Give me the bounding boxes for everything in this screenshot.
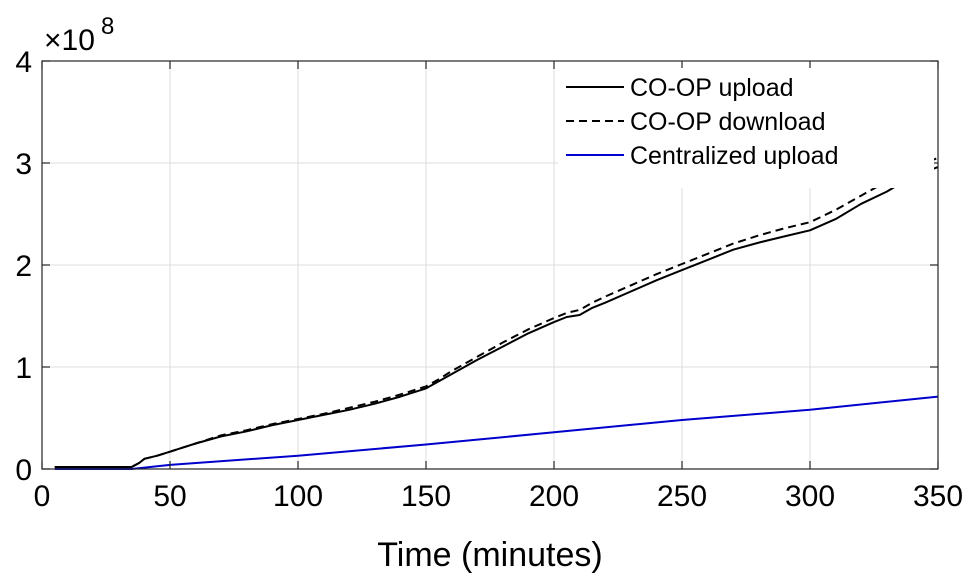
- legend-label-co-op-upload: CO-OP upload: [630, 74, 794, 102]
- series-line-co-op-download: [54, 156, 939, 468]
- y-tick-label: 1: [15, 352, 32, 385]
- x-tick-label: 0: [34, 480, 51, 513]
- legend-label-centralized-upload: Centralized upload: [630, 142, 838, 170]
- x-tick-labels: 0 50 100 150 200 250 300 350: [34, 480, 963, 513]
- y-tick-label: 3: [15, 148, 32, 181]
- x-tick-label: 250: [657, 480, 707, 513]
- x-tick-label: 100: [273, 480, 323, 513]
- y-multiplier-base: ×10: [44, 24, 95, 57]
- x-tick-label: 150: [401, 480, 451, 513]
- y-tick-label: 4: [15, 46, 32, 79]
- axis-ticks: [41, 60, 939, 470]
- y-multiplier-exponent: 8: [101, 13, 114, 40]
- x-tick-label: 300: [785, 480, 835, 513]
- legend-label-co-op-download: CO-OP download: [630, 108, 825, 136]
- x-axis-label: Time (minutes): [377, 536, 602, 574]
- y-multiplier: ×10 8: [44, 13, 114, 57]
- x-tick-label: 50: [153, 480, 186, 513]
- y-tick-label: 2: [15, 250, 32, 283]
- y-tick-label: 0: [15, 454, 32, 487]
- x-tick-label: 200: [529, 480, 579, 513]
- legend: CO-OP upload CO-OP download Centralized up…: [566, 74, 838, 170]
- x-tick-label: 350: [913, 480, 963, 513]
- y-tick-labels: 0 1 2 3 4: [15, 46, 32, 487]
